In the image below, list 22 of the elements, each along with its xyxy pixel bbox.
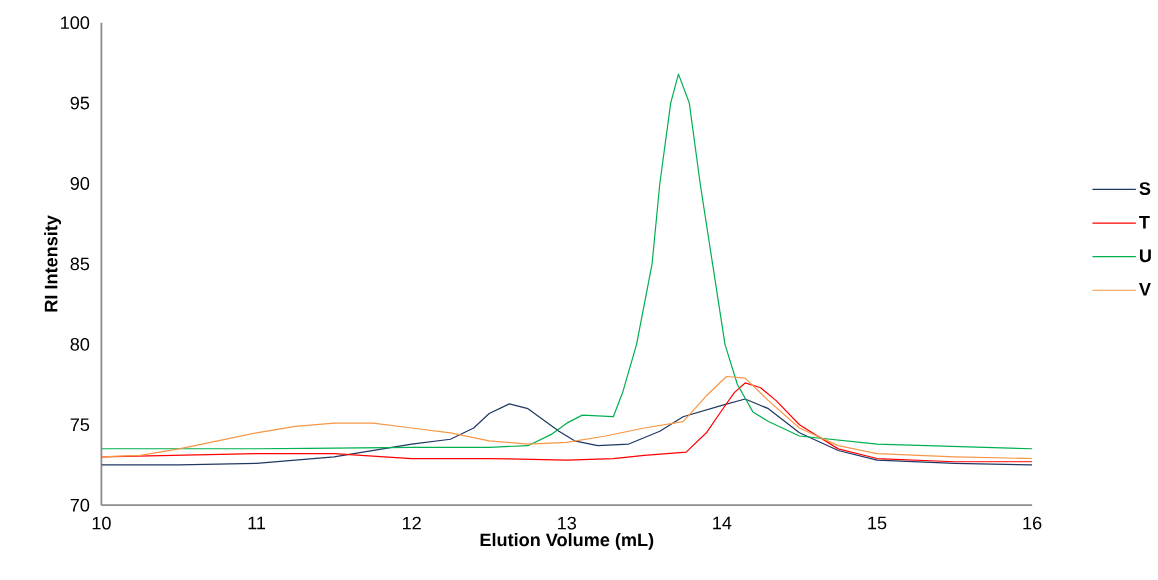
line-series <box>101 398 1033 466</box>
x-tick-label: 14 <box>713 516 732 529</box>
legend-label: S <box>1139 182 1151 195</box>
y-tick-label: 70 <box>70 498 90 512</box>
legend-label: U <box>1139 249 1151 262</box>
x-tick-label: 11 <box>248 516 266 529</box>
line-series <box>101 73 1033 450</box>
x-tick-label: 15 <box>868 516 887 530</box>
y-tick-label: 95 <box>70 96 90 110</box>
y-axis-title: RI Intensity <box>44 215 62 312</box>
x-tick-label: 16 <box>1023 516 1042 530</box>
y-tick-label: 75 <box>70 418 90 431</box>
y-tick-label: 90 <box>70 176 90 190</box>
y-tick-label: 85 <box>70 257 90 271</box>
x-axis-title: Elution Volume (mL) <box>480 532 654 550</box>
x-tick-label: 12 <box>402 516 421 530</box>
x-tick-label: 13 <box>558 516 577 530</box>
legend-label: T <box>1139 215 1150 229</box>
x-tick-label: 10 <box>92 516 111 530</box>
legend-label: V <box>1139 282 1151 296</box>
y-tick-label: 100 <box>61 16 90 29</box>
y-tick-label: 80 <box>70 337 90 351</box>
